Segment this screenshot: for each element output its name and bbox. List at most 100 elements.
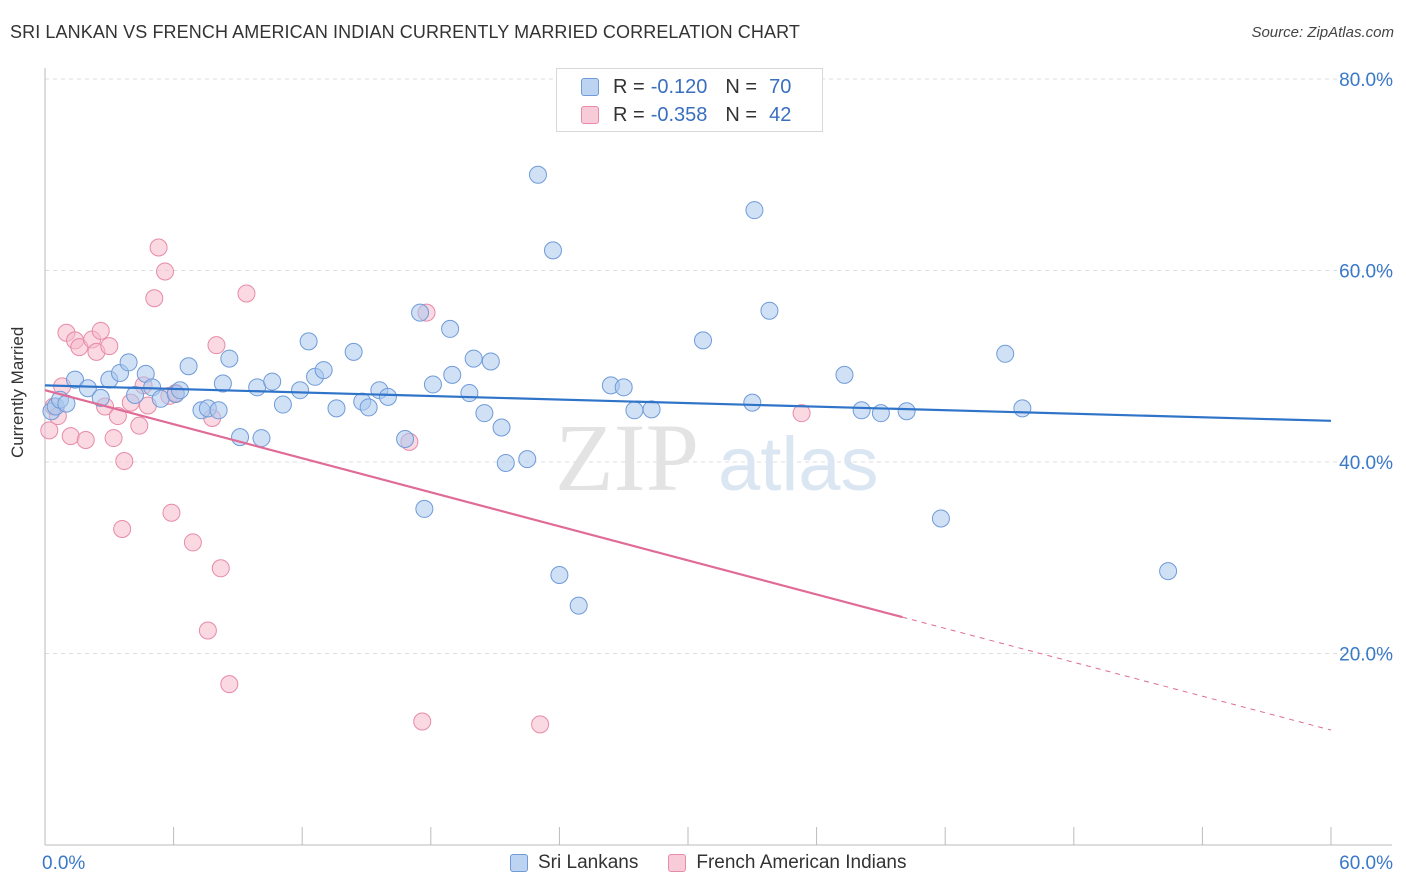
sri-lankan-point bbox=[119, 353, 138, 372]
correlation-legend: R = -0.120 N = 70 R = -0.358 N = 42 bbox=[556, 68, 823, 132]
sri-lankan-point bbox=[263, 372, 282, 391]
sri-lankan-point bbox=[443, 365, 462, 384]
legend-n-value: 70 bbox=[769, 75, 792, 98]
sri-lankan-point bbox=[91, 388, 110, 407]
french-american-indian-point bbox=[76, 430, 95, 449]
legend-label: Sri Lankans bbox=[538, 852, 639, 873]
y-tick-label: 60.0% bbox=[1339, 262, 1393, 283]
sri-lankan-point bbox=[213, 374, 232, 393]
french-american-indian-point bbox=[108, 407, 127, 426]
legend-swatch-pink bbox=[581, 106, 599, 124]
sri-lankan-point bbox=[327, 399, 346, 418]
watermark-zip: ZIP bbox=[555, 404, 699, 511]
sri-lankan-point bbox=[209, 401, 228, 420]
sri-lankan-point bbox=[378, 387, 397, 406]
legend-item-sri-lankans[interactable]: Sri Lankans bbox=[510, 852, 638, 874]
legend-r-value: -0.120 bbox=[650, 75, 708, 98]
sri-lankan-point bbox=[743, 393, 762, 412]
legend-item-french-american-indians[interactable]: French American Indians bbox=[668, 852, 907, 874]
legend-row-sri-lankans: R = -0.120 N = 70 bbox=[581, 73, 791, 101]
source-label: Source: ZipAtlas.com bbox=[1251, 24, 1394, 41]
y-tick-label: 80.0% bbox=[1339, 70, 1393, 91]
french-american-indian-point bbox=[113, 520, 132, 539]
french-american-indian-point bbox=[237, 284, 256, 303]
sri-lankan-point bbox=[897, 402, 916, 421]
sri-lankan-point bbox=[126, 385, 145, 404]
sri-lankan-point bbox=[543, 241, 562, 260]
sri-lankan-point bbox=[745, 201, 764, 220]
sri-lankan-point bbox=[78, 379, 97, 398]
french-american-indian-point bbox=[91, 321, 110, 340]
french-american-indian-point bbox=[531, 715, 550, 734]
y-tick-label: 40.0% bbox=[1339, 453, 1393, 474]
sri-lankan-point bbox=[441, 319, 460, 338]
sri-lankan-point bbox=[625, 401, 644, 420]
sri-lankan-point bbox=[273, 395, 292, 414]
sri-lankan-point bbox=[299, 332, 318, 351]
sri-lankan-point bbox=[569, 596, 588, 615]
sri-lankan-point bbox=[1159, 562, 1178, 581]
sri-lankan-point bbox=[314, 361, 333, 380]
french-american-indian-point bbox=[149, 238, 168, 257]
legend-swatch-pink bbox=[668, 854, 687, 872]
sri-lankan-point bbox=[642, 400, 661, 419]
x-tick-label: 60.0% bbox=[1339, 853, 1393, 874]
french-american-indian-point bbox=[104, 429, 123, 448]
legend-r-label: R = bbox=[613, 75, 645, 98]
french-american-indian-point bbox=[183, 533, 202, 552]
french-american-indian-point bbox=[220, 675, 239, 694]
sri-lankan-point bbox=[496, 453, 515, 472]
sri-lankan-point bbox=[344, 342, 363, 361]
french-american-indian-trend-extension bbox=[902, 616, 1332, 731]
french-american-indian-point bbox=[61, 427, 80, 446]
french-american-indian-point bbox=[792, 404, 811, 423]
y-axis-label: Currently Married bbox=[8, 326, 27, 458]
french-american-indian-point bbox=[156, 262, 175, 281]
legend-n-label: N = bbox=[725, 75, 758, 98]
legend-r-value: -0.358 bbox=[650, 103, 708, 126]
sri-lankan-point bbox=[151, 389, 170, 408]
french-american-indian-point bbox=[130, 416, 149, 435]
french-american-indian-point bbox=[413, 712, 432, 731]
axes bbox=[44, 68, 1392, 846]
legend-n-label: N = bbox=[725, 103, 758, 126]
legend-swatch-blue bbox=[581, 78, 599, 96]
sri-lankan-point bbox=[852, 401, 871, 420]
french-american-indian-point bbox=[100, 337, 119, 356]
sri-lankan-point bbox=[835, 365, 854, 384]
sri-lankan-point bbox=[481, 352, 500, 371]
legend-r-label: R = bbox=[613, 103, 645, 126]
sri-lankan-point bbox=[475, 404, 494, 423]
french-american-indian-point bbox=[162, 503, 181, 522]
legend-n-value: 42 bbox=[769, 103, 792, 126]
legend-swatch-blue bbox=[510, 854, 528, 872]
sri-lankan-point bbox=[396, 430, 415, 449]
french-american-indian-point bbox=[207, 336, 226, 355]
french-american-indian-point bbox=[40, 421, 59, 440]
french-american-indian-point bbox=[211, 559, 230, 578]
sri-lankan-point bbox=[614, 378, 633, 397]
legend-label: French American Indians bbox=[696, 852, 907, 873]
sri-lankan-point bbox=[518, 450, 537, 469]
sri-lankan-point bbox=[694, 331, 713, 350]
sri-lankan-point bbox=[359, 398, 378, 417]
sri-lankan-point bbox=[411, 303, 430, 322]
french-american-indian-point bbox=[198, 621, 217, 640]
legend-row-french-american-indians: R = -0.358 N = 42 bbox=[581, 101, 791, 129]
sri-lankan-point bbox=[220, 349, 239, 368]
sri-lankan-point bbox=[492, 418, 511, 437]
series-legend: Sri Lankans French American Indians bbox=[510, 852, 937, 874]
sri-lankan-point bbox=[550, 565, 569, 584]
sri-lankan-point bbox=[460, 384, 479, 403]
chart-title: SRI LANKAN VS FRENCH AMERICAN INDIAN CUR… bbox=[10, 22, 800, 42]
sri-lankan-point bbox=[1013, 399, 1032, 418]
watermark: ZIP atlas bbox=[555, 404, 879, 511]
sri-lankan-point bbox=[291, 381, 310, 400]
sri-lankan-trend-line bbox=[44, 384, 1332, 422]
sri-lankan-point bbox=[760, 301, 779, 320]
y-tick-label: 20.0% bbox=[1339, 645, 1393, 666]
x-tick-label: 0.0% bbox=[42, 853, 85, 874]
sri-lankan-point bbox=[415, 499, 434, 518]
sri-lankan-point bbox=[252, 429, 271, 448]
